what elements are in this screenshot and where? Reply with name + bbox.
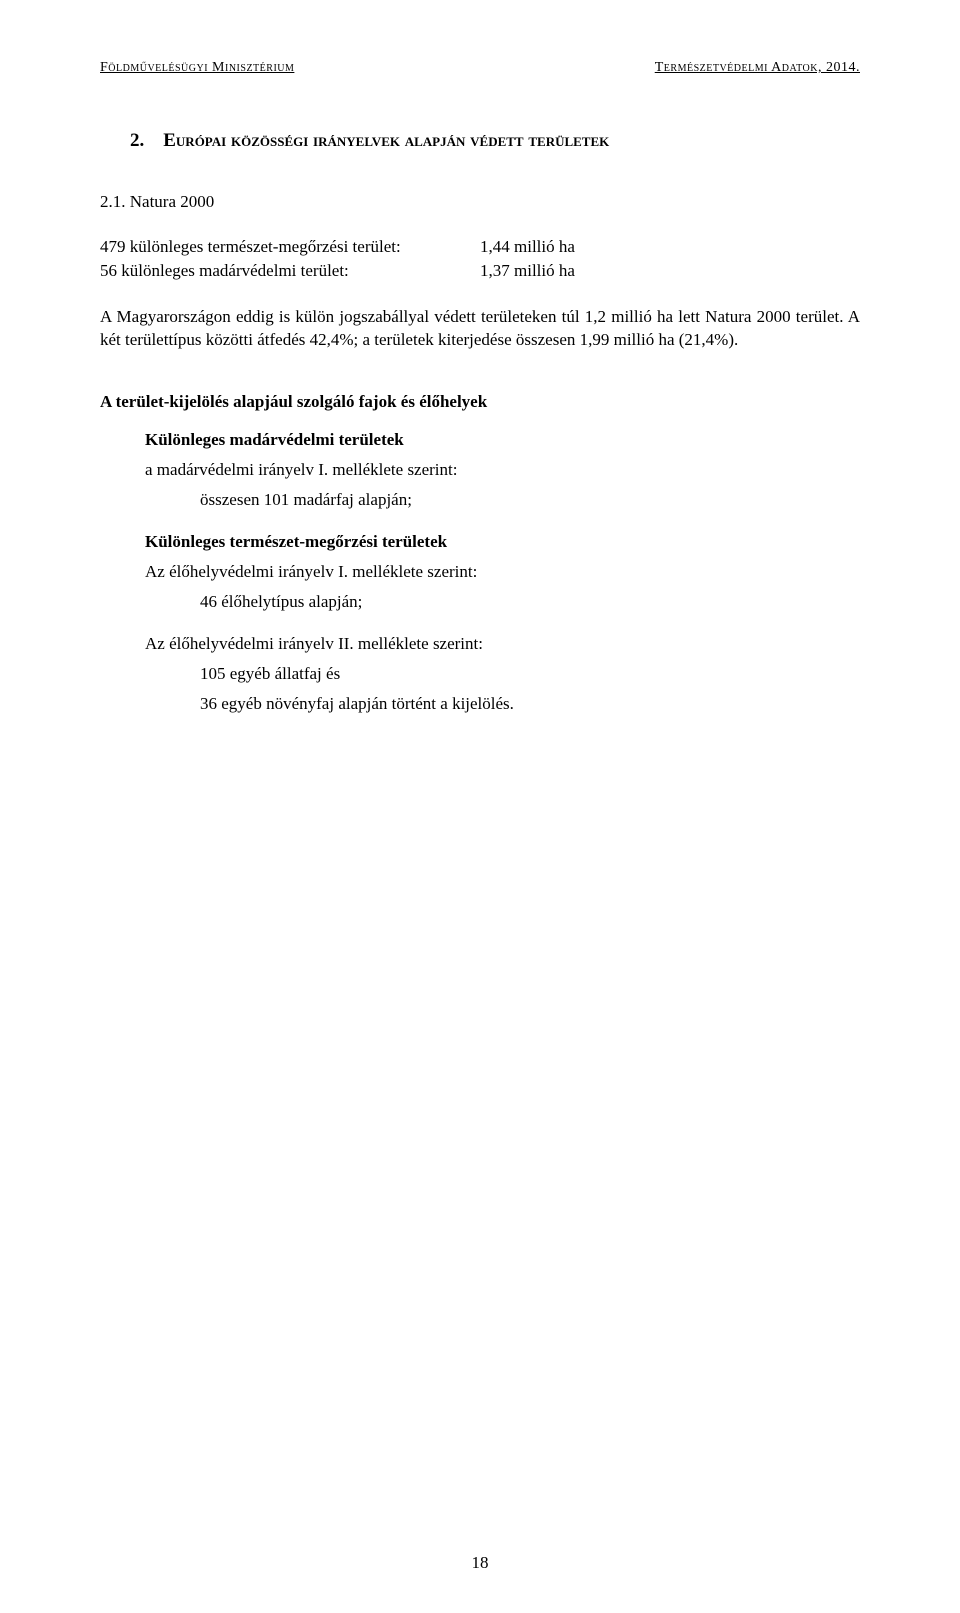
block-line: a madárvédelmi irányelv I. melléklete sz… bbox=[145, 460, 860, 480]
data-row: 56 különleges madárvédelmi terület: 1,37… bbox=[100, 261, 860, 281]
block-title: Különleges madárvédelmi területek bbox=[145, 430, 860, 450]
content-block: Különleges madárvédelmi területek a madá… bbox=[145, 430, 860, 510]
block-line: Az élőhelyvédelmi irányelv II. melléklet… bbox=[145, 634, 860, 654]
block-subline: 36 egyéb növényfaj alapján történt a kij… bbox=[200, 694, 860, 714]
page-header: Földművelésügyi Minisztérium Természetvé… bbox=[100, 60, 860, 76]
section-title-text: Európai közösségi irányelvek alapján véd… bbox=[163, 130, 609, 151]
section-number: 2. bbox=[130, 130, 144, 151]
content-block: Különleges természet-megőrzési területek… bbox=[145, 532, 860, 612]
header-left: Földművelésügyi Minisztérium bbox=[100, 60, 294, 76]
block-line: Az élőhelyvédelmi irányelv I. melléklete… bbox=[145, 562, 860, 582]
bold-heading: A terület-kijelölés alapjául szolgáló fa… bbox=[100, 392, 860, 412]
block-subline: 105 egyéb állatfaj és bbox=[200, 664, 860, 684]
data-value: 1,44 millió ha bbox=[480, 237, 860, 257]
data-label: 56 különleges madárvédelmi terület: bbox=[100, 261, 480, 281]
data-label: 479 különleges természet-megőrzési terül… bbox=[100, 237, 480, 257]
subsection-number: 2.1. bbox=[100, 192, 126, 211]
block-subline: 46 élőhelytípus alapján; bbox=[200, 592, 860, 612]
data-row: 479 különleges természet-megőrzési terül… bbox=[100, 237, 860, 257]
block-subline: összesen 101 madárfaj alapján; bbox=[200, 490, 860, 510]
subsection-title: 2.1. Natura 2000 bbox=[100, 192, 860, 212]
body-paragraph: A Magyarországon eddig is külön jogszabá… bbox=[100, 306, 860, 352]
block-title: Különleges természet-megőrzési területek bbox=[145, 532, 860, 552]
page-number: 18 bbox=[472, 1553, 489, 1573]
header-right: Természetvédelmi Adatok, 2014. bbox=[655, 60, 860, 76]
data-value: 1,37 millió ha bbox=[480, 261, 860, 281]
content-block: Az élőhelyvédelmi irányelv II. melléklet… bbox=[145, 634, 860, 714]
section-title: 2. Európai közösségi irányelvek alapján … bbox=[130, 130, 860, 152]
subsection-title-text: Natura 2000 bbox=[130, 192, 215, 211]
